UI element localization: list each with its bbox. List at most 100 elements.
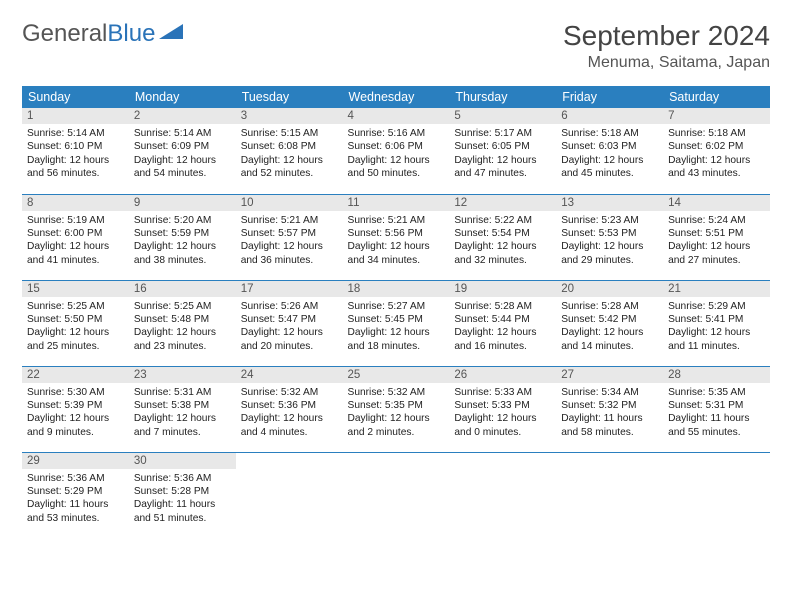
- day-number: 11: [343, 195, 450, 211]
- calendar-cell: 1Sunrise: 5:14 AMSunset: 6:10 PMDaylight…: [22, 108, 129, 194]
- day-details: Sunrise: 5:21 AMSunset: 5:57 PMDaylight:…: [236, 211, 343, 272]
- calendar-cell: 20Sunrise: 5:28 AMSunset: 5:42 PMDayligh…: [556, 280, 663, 366]
- calendar-cell: 22Sunrise: 5:30 AMSunset: 5:39 PMDayligh…: [22, 366, 129, 452]
- calendar-cell: 2Sunrise: 5:14 AMSunset: 6:09 PMDaylight…: [129, 108, 236, 194]
- calendar-row: 8Sunrise: 5:19 AMSunset: 6:00 PMDaylight…: [22, 194, 770, 280]
- calendar-cell: 3Sunrise: 5:15 AMSunset: 6:08 PMDaylight…: [236, 108, 343, 194]
- location: Menuma, Saitama, Japan: [563, 54, 770, 72]
- calendar-cell: [449, 452, 556, 538]
- day-details: Sunrise: 5:36 AMSunset: 5:29 PMDaylight:…: [22, 469, 129, 530]
- day-number: 24: [236, 367, 343, 383]
- calendar-cell: 7Sunrise: 5:18 AMSunset: 6:02 PMDaylight…: [663, 108, 770, 194]
- calendar-cell: 11Sunrise: 5:21 AMSunset: 5:56 PMDayligh…: [343, 194, 450, 280]
- weekday-header: Saturday: [663, 86, 770, 108]
- day-number: 5: [449, 108, 556, 124]
- calendar-cell: 28Sunrise: 5:35 AMSunset: 5:31 PMDayligh…: [663, 366, 770, 452]
- calendar-cell: 13Sunrise: 5:23 AMSunset: 5:53 PMDayligh…: [556, 194, 663, 280]
- day-details: Sunrise: 5:14 AMSunset: 6:09 PMDaylight:…: [129, 124, 236, 185]
- day-details: Sunrise: 5:20 AMSunset: 5:59 PMDaylight:…: [129, 211, 236, 272]
- calendar-cell: 16Sunrise: 5:25 AMSunset: 5:48 PMDayligh…: [129, 280, 236, 366]
- title-block: September 2024 Menuma, Saitama, Japan: [563, 20, 770, 72]
- day-number: 7: [663, 108, 770, 124]
- day-number: 2: [129, 108, 236, 124]
- day-number: 14: [663, 195, 770, 211]
- day-details: Sunrise: 5:33 AMSunset: 5:33 PMDaylight:…: [449, 383, 556, 444]
- day-number: 1: [22, 108, 129, 124]
- calendar-cell: 18Sunrise: 5:27 AMSunset: 5:45 PMDayligh…: [343, 280, 450, 366]
- day-number: 4: [343, 108, 450, 124]
- day-number: 19: [449, 281, 556, 297]
- calendar-cell: 5Sunrise: 5:17 AMSunset: 6:05 PMDaylight…: [449, 108, 556, 194]
- calendar-cell: 14Sunrise: 5:24 AMSunset: 5:51 PMDayligh…: [663, 194, 770, 280]
- day-details: Sunrise: 5:21 AMSunset: 5:56 PMDaylight:…: [343, 211, 450, 272]
- calendar-cell: 12Sunrise: 5:22 AMSunset: 5:54 PMDayligh…: [449, 194, 556, 280]
- calendar-cell: 26Sunrise: 5:33 AMSunset: 5:33 PMDayligh…: [449, 366, 556, 452]
- calendar-cell: 23Sunrise: 5:31 AMSunset: 5:38 PMDayligh…: [129, 366, 236, 452]
- day-number: 13: [556, 195, 663, 211]
- day-details: Sunrise: 5:28 AMSunset: 5:42 PMDaylight:…: [556, 297, 663, 358]
- calendar-cell: 25Sunrise: 5:32 AMSunset: 5:35 PMDayligh…: [343, 366, 450, 452]
- weekday-header: Thursday: [449, 86, 556, 108]
- calendar-cell: 4Sunrise: 5:16 AMSunset: 6:06 PMDaylight…: [343, 108, 450, 194]
- logo-triangle-icon: [159, 20, 185, 48]
- calendar-cell: 24Sunrise: 5:32 AMSunset: 5:36 PMDayligh…: [236, 366, 343, 452]
- calendar-cell: [556, 452, 663, 538]
- day-details: Sunrise: 5:32 AMSunset: 5:35 PMDaylight:…: [343, 383, 450, 444]
- day-details: Sunrise: 5:31 AMSunset: 5:38 PMDaylight:…: [129, 383, 236, 444]
- calendar-cell: 8Sunrise: 5:19 AMSunset: 6:00 PMDaylight…: [22, 194, 129, 280]
- day-details: Sunrise: 5:23 AMSunset: 5:53 PMDaylight:…: [556, 211, 663, 272]
- calendar-cell: 15Sunrise: 5:25 AMSunset: 5:50 PMDayligh…: [22, 280, 129, 366]
- calendar-row: 29Sunrise: 5:36 AMSunset: 5:29 PMDayligh…: [22, 452, 770, 538]
- day-details: Sunrise: 5:18 AMSunset: 6:03 PMDaylight:…: [556, 124, 663, 185]
- day-number: 18: [343, 281, 450, 297]
- calendar-cell: 6Sunrise: 5:18 AMSunset: 6:03 PMDaylight…: [556, 108, 663, 194]
- day-number: 25: [343, 367, 450, 383]
- day-number: 6: [556, 108, 663, 124]
- calendar-cell: 19Sunrise: 5:28 AMSunset: 5:44 PMDayligh…: [449, 280, 556, 366]
- day-details: Sunrise: 5:26 AMSunset: 5:47 PMDaylight:…: [236, 297, 343, 358]
- header: GeneralBlue September 2024 Menuma, Saita…: [22, 20, 770, 72]
- calendar-row: 22Sunrise: 5:30 AMSunset: 5:39 PMDayligh…: [22, 366, 770, 452]
- day-number: 9: [129, 195, 236, 211]
- day-number: 10: [236, 195, 343, 211]
- calendar-cell: 30Sunrise: 5:36 AMSunset: 5:28 PMDayligh…: [129, 452, 236, 538]
- day-number: 17: [236, 281, 343, 297]
- calendar-cell: 17Sunrise: 5:26 AMSunset: 5:47 PMDayligh…: [236, 280, 343, 366]
- weekday-header: Wednesday: [343, 86, 450, 108]
- day-details: Sunrise: 5:25 AMSunset: 5:50 PMDaylight:…: [22, 297, 129, 358]
- day-details: Sunrise: 5:14 AMSunset: 6:10 PMDaylight:…: [22, 124, 129, 185]
- calendar-row: 1Sunrise: 5:14 AMSunset: 6:10 PMDaylight…: [22, 108, 770, 194]
- day-details: Sunrise: 5:25 AMSunset: 5:48 PMDaylight:…: [129, 297, 236, 358]
- calendar-cell: [663, 452, 770, 538]
- day-details: Sunrise: 5:30 AMSunset: 5:39 PMDaylight:…: [22, 383, 129, 444]
- day-number: 8: [22, 195, 129, 211]
- day-details: Sunrise: 5:29 AMSunset: 5:41 PMDaylight:…: [663, 297, 770, 358]
- day-details: Sunrise: 5:36 AMSunset: 5:28 PMDaylight:…: [129, 469, 236, 530]
- day-number: 16: [129, 281, 236, 297]
- logo-text-gray: General: [22, 20, 107, 48]
- calendar-cell: 10Sunrise: 5:21 AMSunset: 5:57 PMDayligh…: [236, 194, 343, 280]
- day-details: Sunrise: 5:18 AMSunset: 6:02 PMDaylight:…: [663, 124, 770, 185]
- day-details: Sunrise: 5:35 AMSunset: 5:31 PMDaylight:…: [663, 383, 770, 444]
- calendar-cell: 29Sunrise: 5:36 AMSunset: 5:29 PMDayligh…: [22, 452, 129, 538]
- day-details: Sunrise: 5:24 AMSunset: 5:51 PMDaylight:…: [663, 211, 770, 272]
- calendar-row: 15Sunrise: 5:25 AMSunset: 5:50 PMDayligh…: [22, 280, 770, 366]
- day-number: 27: [556, 367, 663, 383]
- logo-text-blue: Blue: [107, 20, 155, 48]
- day-details: Sunrise: 5:28 AMSunset: 5:44 PMDaylight:…: [449, 297, 556, 358]
- day-number: 29: [22, 453, 129, 469]
- day-details: Sunrise: 5:17 AMSunset: 6:05 PMDaylight:…: [449, 124, 556, 185]
- day-number: 20: [556, 281, 663, 297]
- calendar-cell: 21Sunrise: 5:29 AMSunset: 5:41 PMDayligh…: [663, 280, 770, 366]
- calendar-cell: [343, 452, 450, 538]
- day-number: 26: [449, 367, 556, 383]
- day-number: 15: [22, 281, 129, 297]
- day-details: Sunrise: 5:22 AMSunset: 5:54 PMDaylight:…: [449, 211, 556, 272]
- day-details: Sunrise: 5:19 AMSunset: 6:00 PMDaylight:…: [22, 211, 129, 272]
- day-number: 3: [236, 108, 343, 124]
- day-number: 28: [663, 367, 770, 383]
- day-number: 30: [129, 453, 236, 469]
- day-number: 22: [22, 367, 129, 383]
- calendar-cell: 9Sunrise: 5:20 AMSunset: 5:59 PMDaylight…: [129, 194, 236, 280]
- day-details: Sunrise: 5:16 AMSunset: 6:06 PMDaylight:…: [343, 124, 450, 185]
